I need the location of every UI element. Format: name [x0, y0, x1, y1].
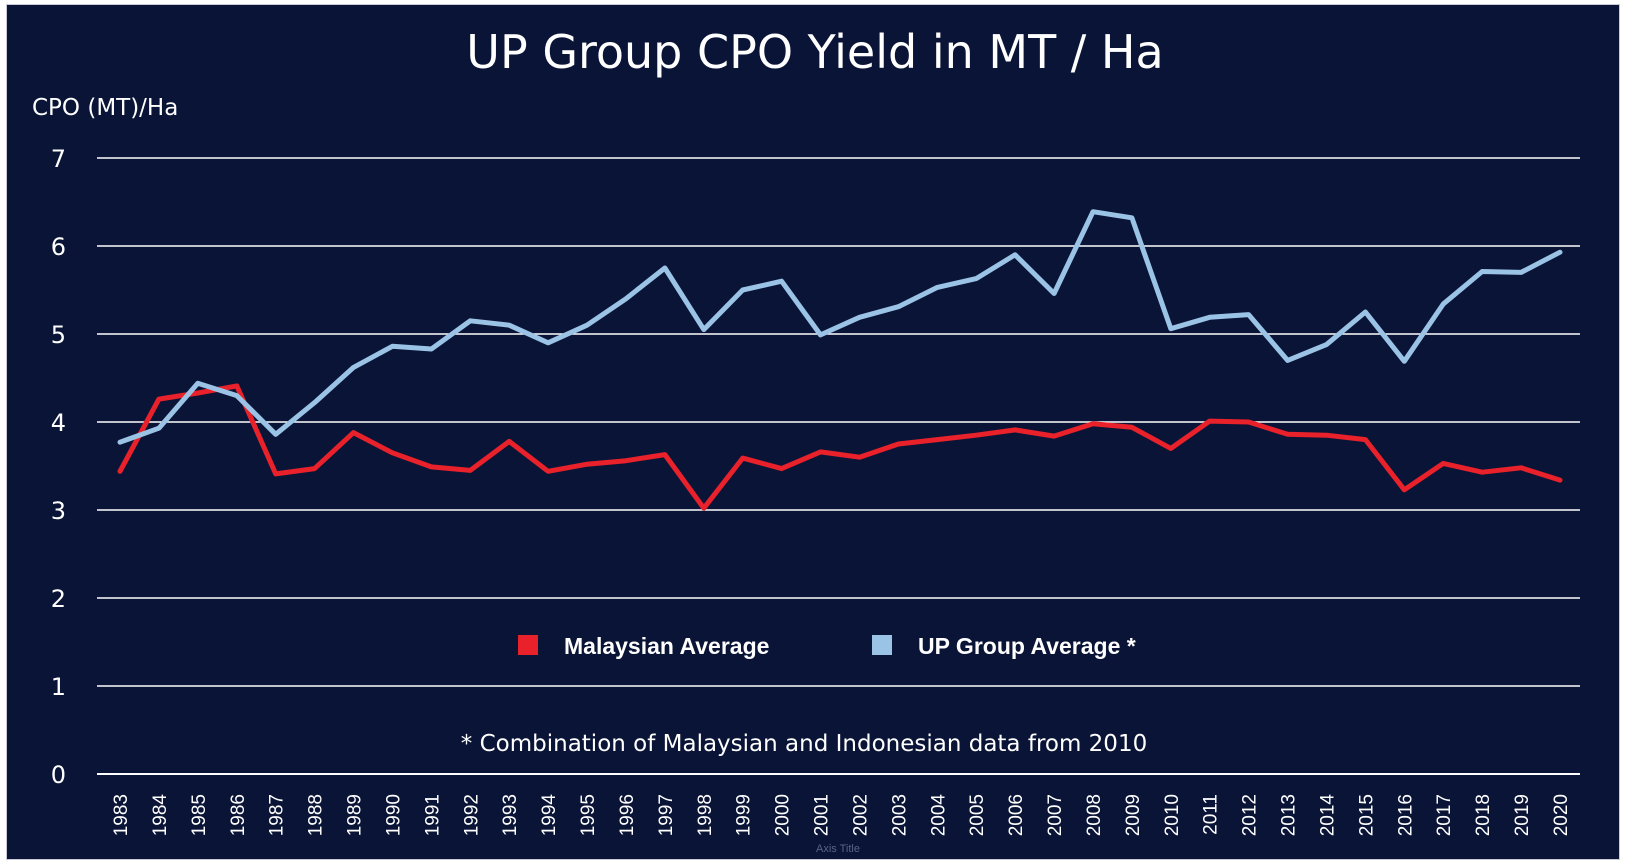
- legend-label-malaysian-average: Malaysian Average: [564, 633, 769, 659]
- x-axis-ticks: 1983 1984 1985 1986 1987 1988 1989 1990 1991 1992…: [111, 794, 1572, 837]
- x-tick-label: 2016: [1395, 794, 1416, 836]
- x-tick-label: 1995: [578, 794, 599, 836]
- x-tick-label: 2010: [1162, 794, 1183, 836]
- x-tick-label: 1992: [461, 794, 482, 836]
- x-tick-label: 2018: [1473, 794, 1494, 836]
- y-tick-label: 5: [51, 321, 66, 349]
- y-tick-label: 7: [51, 145, 66, 173]
- x-tick-label: 2019: [1512, 794, 1533, 836]
- legend-label-up-group-average: UP Group Average *: [918, 633, 1136, 659]
- footnote: * Combination of Malaysian and Indonesia…: [461, 731, 1147, 757]
- x-tick-label: 1998: [695, 794, 716, 836]
- y-tick-label: 4: [51, 409, 66, 437]
- x-tick-label: 2017: [1434, 794, 1455, 836]
- x-axis-title: Axis Title: [816, 843, 860, 855]
- x-tick-label: 1996: [617, 794, 638, 836]
- gridlines: [97, 157, 1580, 775]
- x-tick-label: 2015: [1356, 794, 1377, 836]
- x-tick-label: 1999: [734, 794, 755, 836]
- x-tick-label: 1985: [189, 794, 210, 836]
- series-line-up-group-average: [117, 209, 1563, 445]
- y-tick-label: 2: [51, 585, 66, 613]
- chart-title: UP Group CPO Yield in MT / Ha: [466, 25, 1163, 79]
- x-tick-label: 1990: [383, 794, 404, 836]
- y-tick-label: 1: [51, 673, 66, 701]
- x-tick-label: 2020: [1551, 794, 1572, 836]
- x-tick-label: 2011: [1201, 794, 1222, 835]
- x-tick-label: 1988: [306, 794, 327, 836]
- x-tick-label: 2014: [1317, 794, 1338, 837]
- legend-swatch-up-group-average: [872, 635, 892, 655]
- y-tick-label: 0: [51, 761, 66, 789]
- x-tick-label: 1983: [111, 794, 132, 836]
- x-tick-label: 1984: [150, 794, 171, 837]
- x-tick-label: 2004: [928, 794, 949, 837]
- y-axis-label: CPO (MT)/Ha: [32, 95, 178, 121]
- x-tick-label: 2012: [1240, 794, 1261, 836]
- x-tick-label: 1991: [422, 794, 443, 836]
- x-tick-label: 2002: [850, 794, 871, 836]
- y-axis-ticks: 0 1 2 3 4 5 6 7: [51, 145, 66, 789]
- x-tick-label: 2005: [967, 794, 988, 836]
- x-tick-label: 1993: [500, 794, 521, 836]
- x-tick-label: 2007: [1045, 794, 1066, 836]
- x-tick-label: 2001: [812, 794, 833, 836]
- x-tick-label: 1989: [345, 794, 366, 836]
- x-tick-label: 1994: [539, 794, 560, 837]
- x-tick-label: 2008: [1084, 794, 1105, 836]
- x-tick-label: 1986: [228, 794, 249, 836]
- x-tick-label: 2000: [773, 794, 794, 836]
- x-tick-label: 1997: [656, 794, 677, 836]
- x-tick-label: 2006: [1006, 794, 1027, 836]
- legend-swatch-malaysian-average: [518, 635, 538, 655]
- series-lines: [117, 209, 1563, 511]
- x-tick-label: 1987: [267, 794, 288, 836]
- legend: Malaysian Average UP Group Average *: [518, 633, 1136, 659]
- series-line-malaysian-average: [117, 383, 1563, 511]
- y-tick-label: 6: [51, 233, 66, 261]
- x-tick-label: 2003: [889, 794, 910, 836]
- x-tick-label: 2013: [1279, 794, 1300, 836]
- x-tick-label: 2009: [1123, 794, 1144, 836]
- y-tick-label: 3: [51, 497, 66, 525]
